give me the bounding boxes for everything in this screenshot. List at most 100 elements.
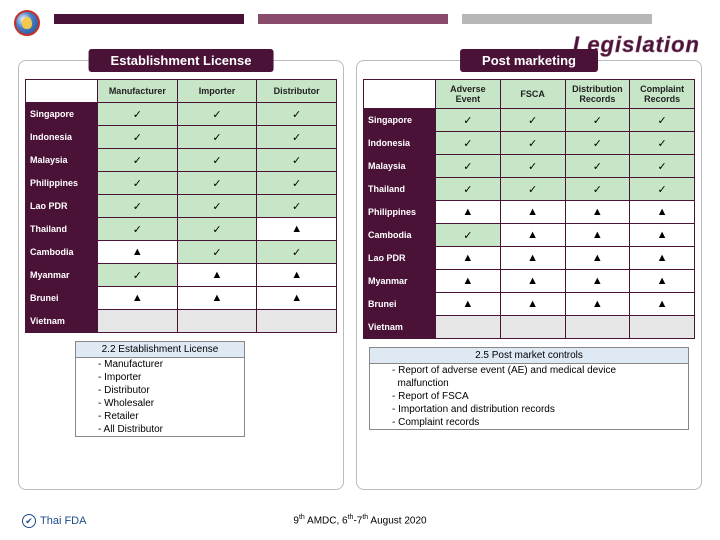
table-row: Lao PDR▲▲▲▲ (364, 247, 695, 270)
table-row: Brunei▲▲▲▲ (364, 293, 695, 316)
matrix-cell: ▲ (177, 264, 257, 287)
subbox-item: - All Distributor (76, 423, 244, 436)
table-row: Malaysia✓✓✓✓ (364, 155, 695, 178)
column-header-blank (364, 80, 436, 109)
row-header: Indonesia (364, 132, 436, 155)
matrix-cell: ✓ (177, 149, 257, 172)
matrix-cell: ▲ (98, 287, 178, 310)
matrix-cell: ✓ (436, 109, 501, 132)
row-header: Lao PDR (26, 195, 98, 218)
matrix-cell: ✓ (565, 132, 630, 155)
column-header: Importer (177, 80, 257, 103)
matrix-cell: ✓ (98, 172, 178, 195)
matrix-cell: ✓ (436, 132, 501, 155)
topbar-segment (54, 14, 244, 24)
matrix-cell: ✓ (177, 241, 257, 264)
matrix-cell: ✓ (177, 218, 257, 241)
matrix-cell: ✓ (98, 195, 178, 218)
row-header: Brunei (364, 293, 436, 316)
row-header: Brunei (26, 287, 98, 310)
table-row: Singapore✓✓✓ (26, 103, 337, 126)
column-header: Complaint Records (630, 80, 695, 109)
matrix-cell (630, 316, 695, 339)
subbox-item: - Retailer (76, 410, 244, 423)
table-row: Cambodia✓▲▲▲ (364, 224, 695, 247)
matrix-cell: ▲ (565, 293, 630, 316)
matrix-cell: ▲ (630, 293, 695, 316)
matrix-cell: ✓ (436, 155, 501, 178)
matrix-cell: ✓ (630, 109, 695, 132)
column-header: Distribution Records (565, 80, 630, 109)
row-header: Thailand (26, 218, 98, 241)
table-row: Myanmar✓▲▲ (26, 264, 337, 287)
row-header: Singapore (364, 109, 436, 132)
subbox-item: - Complaint records (370, 416, 688, 429)
matrix-cell: ✓ (630, 155, 695, 178)
matrix-cell: ▲ (257, 287, 337, 310)
table-row: Vietnam (364, 316, 695, 339)
row-header: Indonesia (26, 126, 98, 149)
matrix-cell: ✓ (98, 218, 178, 241)
row-header: Philippines (364, 201, 436, 224)
matrix-cell: ✓ (177, 126, 257, 149)
matrix-cell: ▲ (436, 247, 501, 270)
matrix-cell: ▲ (630, 270, 695, 293)
matrix-cell: ✓ (500, 178, 565, 201)
table-post-marketing: Adverse EventFSCADistribution RecordsCom… (363, 79, 695, 339)
row-header: Vietnam (364, 316, 436, 339)
matrix-cell: ▲ (630, 224, 695, 247)
column-header-blank (26, 80, 98, 103)
matrix-cell (177, 310, 257, 333)
matrix-cell: ✓ (177, 103, 257, 126)
matrix-cell (500, 316, 565, 339)
matrix-cell: ✓ (436, 224, 501, 247)
table-row: Indonesia✓✓✓ (26, 126, 337, 149)
row-header: Malaysia (26, 149, 98, 172)
row-header: Malaysia (364, 155, 436, 178)
subbox-title-right: 2.5 Post market controls (370, 348, 688, 364)
subbox-item: - Importation and distribution records (370, 403, 688, 416)
panel-title-right: Post marketing (460, 49, 598, 72)
table-row: Lao PDR✓✓✓ (26, 195, 337, 218)
matrix-cell: ▲ (500, 293, 565, 316)
topbar-segment (462, 14, 652, 24)
row-header: Cambodia (364, 224, 436, 247)
subbox-post-market: 2.5 Post market controls - Report of adv… (369, 347, 689, 430)
matrix-cell: ✓ (565, 155, 630, 178)
footer: ✔ Thai FDA 9th AMDC, 6th-7th August 2020 (0, 514, 720, 534)
column-header: Distributor (257, 80, 337, 103)
panel-title-left: Establishment License (89, 49, 274, 72)
subbox-title-left: 2.2 Establishment License (76, 342, 244, 358)
topbar-segment (258, 14, 448, 24)
table-row: Indonesia✓✓✓✓ (364, 132, 695, 155)
column-header: Adverse Event (436, 80, 501, 109)
matrix-cell: ▲ (500, 201, 565, 224)
matrix-cell: ▲ (565, 201, 630, 224)
matrix-cell: ✓ (630, 132, 695, 155)
matrix-cell: ✓ (565, 178, 630, 201)
matrix-cell: ✓ (565, 109, 630, 132)
table-row: Thailand✓✓✓✓ (364, 178, 695, 201)
subbox-item: - Wholesaler (76, 397, 244, 410)
matrix-cell: ✓ (257, 149, 337, 172)
matrix-cell: ✓ (257, 103, 337, 126)
matrix-cell: ▲ (500, 247, 565, 270)
thai-fda-icon: ✔ (22, 514, 36, 528)
subbox-item: malfunction (370, 377, 688, 390)
table-establishment: ManufacturerImporterDistributor Singapore… (25, 79, 337, 333)
matrix-cell: ✓ (98, 126, 178, 149)
matrix-cell: ▲ (257, 264, 337, 287)
matrix-cell: ✓ (257, 241, 337, 264)
matrix-cell: ✓ (98, 149, 178, 172)
subbox-item: - Distributor (76, 384, 244, 397)
panel-post-marketing: Post marketing Adverse EventFSCADistribu… (356, 60, 702, 490)
matrix-cell: ▲ (177, 287, 257, 310)
matrix-cell: ▲ (565, 224, 630, 247)
row-header: Singapore (26, 103, 98, 126)
matrix-cell (436, 316, 501, 339)
column-header: Manufacturer (98, 80, 178, 103)
row-header: Lao PDR (364, 247, 436, 270)
row-header: Myanmar (26, 264, 98, 287)
table-row: Vietnam (26, 310, 337, 333)
panel-establishment-license: Establishment License ManufacturerImport… (18, 60, 344, 490)
